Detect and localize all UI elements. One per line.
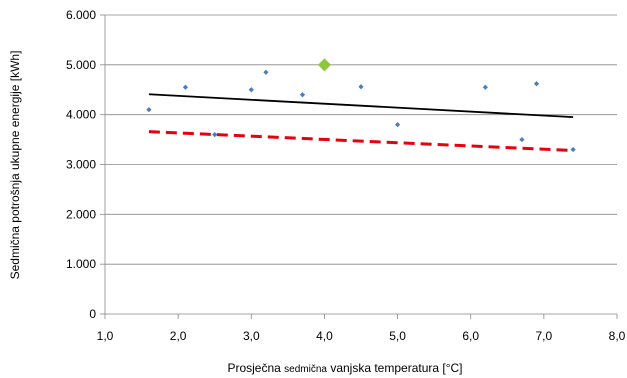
dashed-trend-line xyxy=(148,130,574,153)
trend-lines xyxy=(148,93,574,153)
x-axis-label-part: sedmična xyxy=(284,364,327,375)
data-point xyxy=(182,84,189,90)
y-tick-label: 6.000 xyxy=(66,8,96,22)
y-tick-label: 3.000 xyxy=(66,158,96,172)
y-tick-label: 0 xyxy=(89,307,96,321)
y-tick-label: 5.000 xyxy=(66,58,96,72)
x-tick-label: 8,0 xyxy=(609,329,626,343)
highlight-data-point xyxy=(317,58,331,72)
data-point xyxy=(570,146,576,153)
x-axis-label-part: Prosječna xyxy=(227,361,284,375)
data-point xyxy=(212,132,218,138)
data-point xyxy=(519,136,525,143)
x-tick-label: 4,0 xyxy=(316,329,333,343)
x-tick-label: 5,0 xyxy=(389,329,406,343)
x-tick-label: 2,0 xyxy=(170,329,187,343)
solid-trend-line xyxy=(148,93,574,119)
data-point xyxy=(248,87,254,93)
y-tick-label: 2.000 xyxy=(66,207,96,221)
data-point xyxy=(394,122,401,128)
data-point xyxy=(482,84,488,90)
y-tick-label: 1.000 xyxy=(66,257,96,271)
data-point xyxy=(299,92,306,98)
y-tick-labels: 0 1.000 2.000 3.000 4.000 5.000 6.000 xyxy=(66,8,96,321)
x-axis-label-part: vanjska temperatura [°C] xyxy=(327,361,463,375)
x-axis-label: Prosječna sedmična vanjska temperatura [… xyxy=(227,361,462,375)
data-points xyxy=(146,58,576,153)
x-tick-labels: 1,0 2,0 3,0 4,0 5,0 6,0 7,0 8,0 xyxy=(97,329,626,343)
grid-lines xyxy=(105,14,617,265)
x-tick-label: 1,0 xyxy=(97,329,114,343)
x-tick-label: 3,0 xyxy=(243,329,260,343)
y-axis-label: Sedmična potrošnja ukupne energije [kWh] xyxy=(8,51,22,280)
x-tick-label: 6,0 xyxy=(462,329,479,343)
y-tick-label: 4.000 xyxy=(66,108,96,122)
data-point xyxy=(263,69,269,75)
data-point xyxy=(533,81,540,87)
x-tick-label: 7,0 xyxy=(536,329,553,343)
axes xyxy=(100,14,618,319)
data-point xyxy=(146,107,152,113)
data-point xyxy=(358,84,364,90)
